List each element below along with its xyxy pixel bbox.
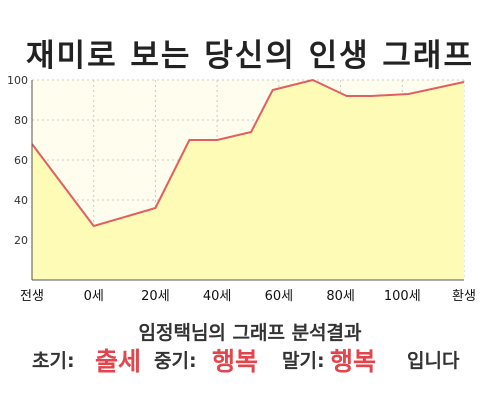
x-tick-label: 40세 <box>203 289 232 304</box>
closing-text: 입니다 <box>407 350 460 372</box>
x-tick-label: 환생 <box>452 289 476 304</box>
early-label: 초기: <box>32 350 75 372</box>
mid-value: 행복 <box>212 347 259 376</box>
y-tick-label: 80 <box>14 114 28 127</box>
mid-label: 중기: <box>154 350 197 372</box>
y-tick-label: 100 <box>7 74 28 87</box>
x-tick-label: 100세 <box>384 289 421 304</box>
series-line <box>31 79 465 227</box>
x-tick-label: 80세 <box>326 289 355 304</box>
y-tick-label: 40 <box>14 194 28 207</box>
analysis-result-heading: 임정택님의 그래프 분석결과 <box>138 322 362 344</box>
x-tick-label: 0세 <box>84 289 104 304</box>
page-title: 재미로 보는 당신의 인생 그래프 <box>26 38 474 74</box>
x-tick-label: 60세 <box>265 289 294 304</box>
y-tick-label: 60 <box>14 154 28 167</box>
y-tick-label: 20 <box>14 234 28 247</box>
x-tick-label: 전생 <box>20 289 44 304</box>
x-tick-label: 20세 <box>141 289 170 304</box>
late-value: 행복 <box>330 347 377 376</box>
late-label: 말기: <box>282 350 325 372</box>
life-chart: 20 40 60 80 100 전생 0세 20세 40세 60세 80세 100세 환생 <box>7 74 476 304</box>
early-value: 출세 <box>95 347 142 376</box>
area-fill <box>32 80 464 280</box>
